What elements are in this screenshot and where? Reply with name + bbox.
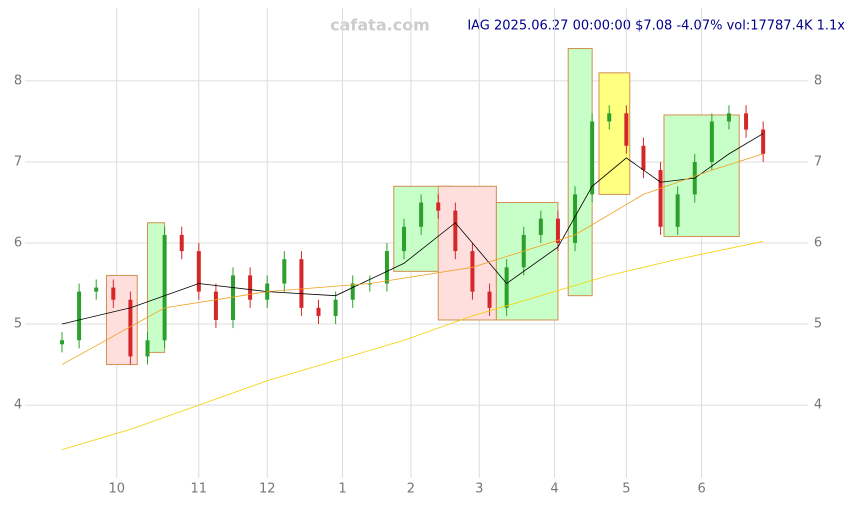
- range-box: [147, 222, 166, 353]
- candle-body: [282, 259, 287, 284]
- x-tick-label: 10: [108, 482, 125, 497]
- candle-body: [453, 210, 458, 252]
- candle-body: [128, 299, 133, 357]
- chart-title: IAG 2025.06.27 00:00:00 $7.08 -4.07% vol…: [467, 19, 845, 34]
- x-tick-label: 4: [550, 482, 558, 497]
- x-tick-label: 5: [622, 482, 630, 497]
- watermark: cafata.com: [330, 16, 430, 35]
- candle-body: [658, 170, 663, 227]
- candle-body: [538, 218, 543, 235]
- candle-body: [726, 113, 731, 122]
- y-tick-label: 4: [14, 398, 22, 413]
- range-box: [105, 274, 138, 366]
- candle-body: [145, 340, 150, 357]
- moving-average: [61, 153, 764, 365]
- candle-body: [402, 226, 407, 252]
- candle-body: [761, 129, 766, 154]
- x-tick-label: 3: [475, 482, 483, 497]
- y-tick-label-right: 5: [814, 317, 822, 332]
- candle-body: [504, 267, 509, 308]
- x-tick-label: 12: [259, 482, 276, 497]
- x-tick-label: 2: [407, 482, 415, 497]
- candle-body: [111, 287, 116, 300]
- candle-body: [213, 291, 218, 320]
- y-tick-label: 6: [14, 236, 22, 251]
- range-box: [567, 48, 593, 297]
- candle-body: [231, 275, 236, 320]
- y-tick-label-right: 4: [814, 398, 822, 413]
- candle-body: [419, 202, 424, 227]
- x-tick-label: 1: [338, 482, 346, 497]
- candle-body: [487, 291, 492, 308]
- y-tick-label: 8: [14, 73, 22, 88]
- candle-body: [333, 299, 338, 316]
- candle-body: [744, 113, 749, 130]
- candle-body: [94, 287, 99, 292]
- x-tick-label: 11: [191, 482, 208, 497]
- candle-body: [590, 121, 595, 195]
- candle-body: [248, 275, 253, 300]
- candle-body: [77, 291, 82, 341]
- y-tick-label-right: 8: [814, 73, 822, 88]
- range-box: [663, 114, 740, 238]
- candle-body: [709, 121, 714, 162]
- y-tick-label: 7: [14, 154, 22, 169]
- candle-body: [60, 340, 64, 345]
- candle-body: [179, 234, 184, 252]
- x-tick-label: 6: [697, 482, 705, 497]
- candle-body: [436, 202, 441, 211]
- y-tick-label-right: 7: [814, 154, 822, 169]
- candle-body: [573, 194, 578, 243]
- candle-body: [162, 234, 167, 341]
- candle-body: [350, 283, 355, 300]
- candle-body: [675, 194, 680, 227]
- candle-body: [470, 251, 475, 292]
- candle-body: [641, 145, 646, 171]
- candle-body: [555, 218, 560, 243]
- moving-average: [61, 240, 764, 451]
- candle-body: [384, 251, 389, 284]
- candle-body: [624, 113, 629, 146]
- y-tick-label: 5: [14, 317, 22, 332]
- candle-body: [367, 283, 372, 285]
- candle-body: [196, 251, 201, 292]
- y-tick-label-right: 6: [814, 236, 822, 251]
- moving-average: [61, 133, 764, 325]
- candle-body: [316, 307, 321, 316]
- candle-body: [607, 113, 612, 122]
- candle-body: [299, 259, 304, 308]
